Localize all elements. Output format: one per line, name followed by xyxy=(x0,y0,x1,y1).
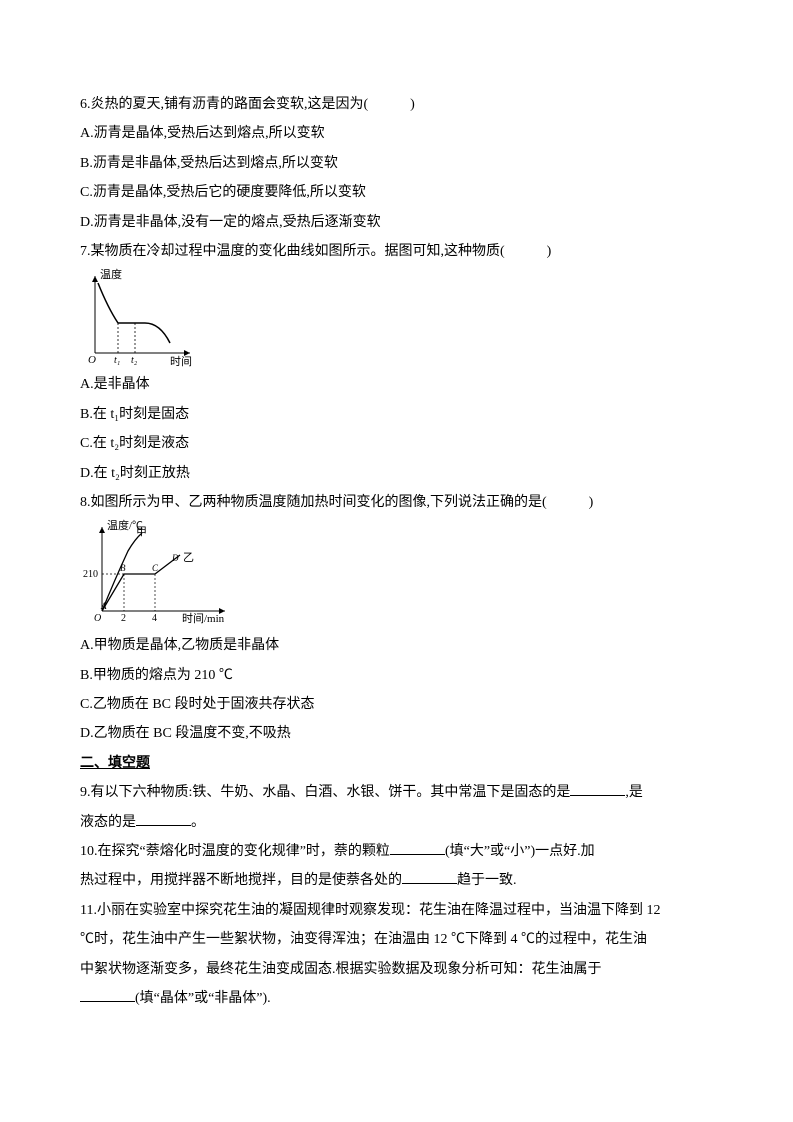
svg-text:t₂: t₂ xyxy=(131,355,138,366)
q7-xlabel: 时间 xyxy=(170,355,192,368)
q7-option-d: D.在 t₂时刻正放热 xyxy=(80,459,713,488)
q8-diagram: 温度/℃ 时间/min 210 O 2 4 A B C D 甲 乙 xyxy=(80,519,713,629)
svg-text:时间/min: 时间/min xyxy=(182,612,225,625)
q6-option-c: C.沥青是晶体,受热后它的硬度要降低,所以变软 xyxy=(80,178,713,207)
svg-text:2: 2 xyxy=(121,613,126,624)
svg-text:甲: 甲 xyxy=(136,526,147,538)
q10-text3: 热过程中，用搅拌器不断地搅拌，目的是使萘各处的 xyxy=(80,873,402,888)
q9-blank2 xyxy=(136,812,191,826)
q6-option-b: B.沥青是非晶体,受热后达到熔点,所以变软 xyxy=(80,149,713,178)
q11-line4: (填“晶体”或“非晶体”). xyxy=(80,984,713,1013)
svg-text:B: B xyxy=(120,563,126,573)
q10-line2: 热过程中，用搅拌器不断地搅拌，目的是使萘各处的 趋于一致. xyxy=(80,866,713,895)
q11-line1: 11.小丽在实验室中探究花生油的凝固规律时观察发现：花生油在降温过程中，当油温下… xyxy=(80,896,713,925)
q7-option-b: B.在 t₁时刻是固态 xyxy=(80,400,713,429)
svg-text:C: C xyxy=(152,563,159,573)
svg-text:O: O xyxy=(88,354,96,366)
q7-ylabel: 温度 xyxy=(100,268,122,281)
svg-text:乙: 乙 xyxy=(183,551,194,564)
svg-text:210: 210 xyxy=(83,569,98,580)
q10-text2: (填“大”或“小”)一点好.加 xyxy=(445,844,595,859)
svg-text:A: A xyxy=(100,601,107,611)
q10-text1: 10.在探究“萘熔化时温度的变化规律”时，萘的颗粒 xyxy=(80,844,390,859)
svg-text:D: D xyxy=(171,553,179,563)
q11-text4: (填“晶体”或“非晶体”). xyxy=(135,991,271,1006)
q9-line2: 液态的是 。 xyxy=(80,808,713,837)
q9-text1: 9.有以下六种物质:铁、牛奶、水晶、白酒、水银、饼干。其中常温下是固态的是 xyxy=(80,785,570,800)
q7-option-a: A.是非晶体 xyxy=(80,370,713,399)
q9-text2: ,是 xyxy=(625,785,643,800)
q9-blank1 xyxy=(570,782,625,796)
q7-stem: 7.某物质在冷却过程中温度的变化曲线如图所示。据图可知,这种物质( ) xyxy=(80,237,713,266)
q7-diagram: 温度 时间 O t₁ t₂ xyxy=(80,268,713,368)
q6-stem: 6.炎热的夏天,铺有沥青的路面会变软,这是因为( ) xyxy=(80,90,713,119)
svg-text:t₁: t₁ xyxy=(114,355,120,366)
q10-text4: 趋于一致. xyxy=(457,873,517,888)
q6-option-d: D.沥青是非晶体,没有一定的熔点,受热后逐渐变软 xyxy=(80,208,713,237)
q11-line3: 中絮状物逐渐变多，最终花生油变成固态.根据实验数据及现象分析可知：花生油属于 xyxy=(80,955,713,984)
svg-text:4: 4 xyxy=(152,613,157,624)
q11-blank xyxy=(80,988,135,1002)
q9-text4: 。 xyxy=(191,815,205,830)
q8-option-d: D.乙物质在 BC 段温度不变,不吸热 xyxy=(80,719,713,748)
q11-line2: ℃时，花生油中产生一些絮状物，油变得浑浊；在油温由 12 ℃下降到 4 ℃的过程… xyxy=(80,925,713,954)
section-2-heading: 二、填空题 xyxy=(80,749,713,778)
q9-text3: 液态的是 xyxy=(80,815,136,830)
q10-line1: 10.在探究“萘熔化时温度的变化规律”时，萘的颗粒 (填“大”或“小”)一点好.加 xyxy=(80,837,713,866)
q8-option-a: A.甲物质是晶体,乙物质是非晶体 xyxy=(80,631,713,660)
q10-blank1 xyxy=(390,841,445,855)
q8-option-b: B.甲物质的熔点为 210 ℃ xyxy=(80,661,713,690)
svg-text:O: O xyxy=(94,613,101,624)
q8-option-c: C.乙物质在 BC 段时处于固液共存状态 xyxy=(80,690,713,719)
q9-line1: 9.有以下六种物质:铁、牛奶、水晶、白酒、水银、饼干。其中常温下是固态的是 ,是 xyxy=(80,778,713,807)
q10-blank2 xyxy=(402,870,457,884)
q6-option-a: A.沥青是晶体,受热后达到熔点,所以变软 xyxy=(80,119,713,148)
q8-stem: 8.如图所示为甲、乙两种物质温度随加热时间变化的图像,下列说法正确的是( ) xyxy=(80,488,713,517)
q7-option-c: C.在 t₂时刻是液态 xyxy=(80,429,713,458)
